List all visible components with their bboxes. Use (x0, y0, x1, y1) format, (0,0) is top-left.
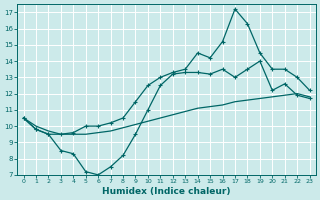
X-axis label: Humidex (Indice chaleur): Humidex (Indice chaleur) (102, 187, 231, 196)
